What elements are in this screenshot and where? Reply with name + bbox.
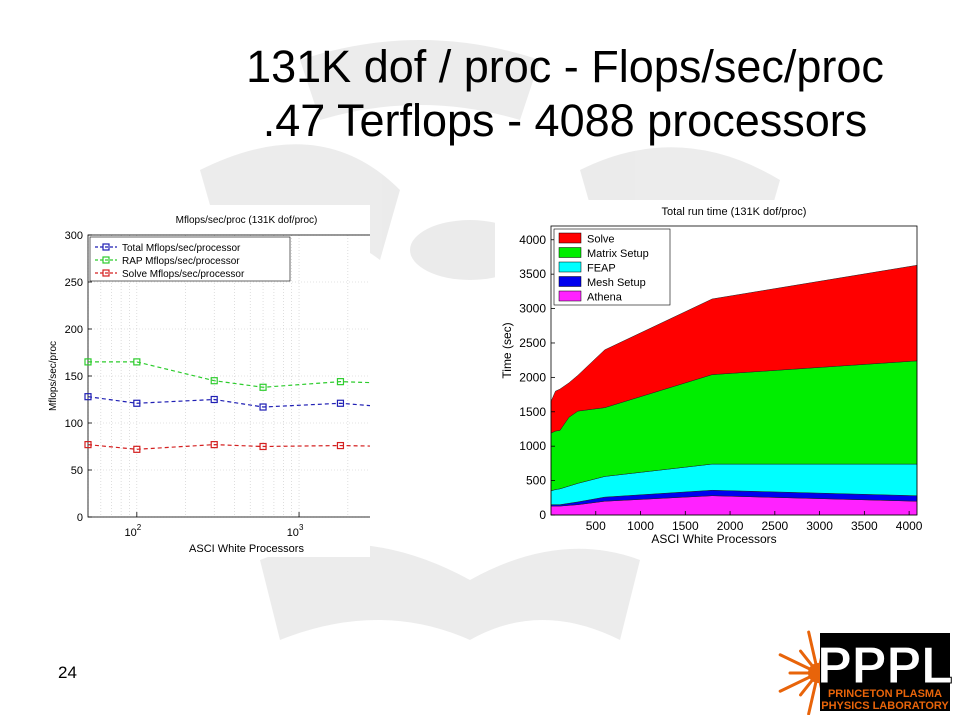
chart2-xtick-label: 500 — [586, 519, 606, 533]
chart1-data-point — [84, 441, 92, 449]
chart2-legend-label: Solve — [587, 234, 615, 246]
chart1-legend-marker — [102, 256, 110, 264]
chart1-series-line — [87, 444, 370, 450]
chart2-ytick-label: 3500 — [519, 267, 546, 281]
chart1-data-point — [84, 393, 92, 401]
sunburst-ray — [799, 649, 814, 667]
chart1-legend-label: Total Mflops/sec/processor — [122, 243, 241, 254]
chart2-ytick-label: 2500 — [519, 336, 546, 350]
slide-number: 24 — [58, 663, 77, 682]
chart1-data-point — [336, 378, 345, 386]
chart2-legend-label: Matrix Setup — [587, 248, 649, 260]
chart1-ytick-label: 150 — [65, 371, 83, 383]
chart2-ytick-label: 1500 — [519, 405, 546, 419]
chart1-data-point — [336, 441, 345, 450]
chart1-ytick-label: 250 — [65, 277, 83, 289]
chart2-xtick-label: 1500 — [672, 519, 699, 533]
chart2-legend-swatch — [558, 232, 582, 244]
chart1-data-point — [84, 358, 92, 366]
chart1-legend-label: Solve Mflops/sec/processor — [122, 269, 245, 280]
logo-name-line-1: PRINCETON PLASMA — [828, 688, 942, 700]
runtime-area-chart: Total run time (131K dof/proc) 0 500 1000 15… — [495, 200, 925, 548]
chart2-legend-swatch — [558, 276, 582, 287]
sunburst-ray — [778, 675, 811, 693]
chart1-data-point — [133, 399, 141, 407]
chart1-ytick-label: 300 — [65, 230, 83, 242]
title-line-2: .47 Terflops - 4088 processors — [262, 95, 868, 146]
chart2-legend-swatch — [558, 261, 582, 273]
chart1-data-point — [336, 399, 345, 407]
chart1-data-point — [259, 403, 267, 411]
title-line-1: 131K dof / proc - Flops/sec/proc — [246, 41, 884, 92]
chart2-legend-swatch — [558, 290, 582, 302]
slide-title: 131K dof / proc - Flops/sec/proc .47 Ter… — [170, 40, 960, 148]
chart1-xtick-label: 102 — [124, 523, 141, 539]
chart1-data-point — [210, 441, 218, 449]
chart1-data-point — [259, 383, 267, 391]
chart2-title: Total run time (131K dof/proc) — [662, 206, 807, 218]
chart1-legend-marker — [102, 243, 110, 251]
pppl-logo: PPPL PRINCETON PLASMA PHYSICS LABORATORY — [778, 630, 953, 715]
chart1-legend-label: RAP Mflops/sec/processor — [122, 256, 240, 267]
sunburst-ray — [807, 630, 818, 665]
chart1-ylabel: Mflops/sec/proc — [48, 341, 59, 411]
sunburst-ray — [807, 681, 818, 715]
chart2-legend-label: FEAP — [587, 263, 616, 275]
chart2-ytick-label: 1000 — [519, 439, 546, 453]
logo-name-line-2: PHYSICS LABORATORY — [821, 700, 949, 712]
chart2-legend-label: Athena — [587, 292, 623, 304]
chart1-title: Mflops/sec/proc (131K dof/proc) — [176, 215, 318, 226]
sunburst-ray — [799, 679, 814, 697]
logo-backdrop — [820, 633, 950, 711]
chart1-data-point — [133, 445, 141, 453]
chart2-ytick-label: 2000 — [519, 370, 546, 384]
chart2-xtick-label: 1000 — [627, 519, 654, 533]
chart2-legend-swatch — [558, 247, 582, 258]
chart1-data-point — [259, 442, 267, 451]
chart1-xlabel: ASCI White Processors — [189, 543, 304, 555]
chart1-ytick-label: 200 — [65, 324, 83, 336]
chart2-legend-label: Mesh Setup — [587, 277, 646, 289]
chart1-legend-marker — [102, 269, 110, 277]
chart2-xtick-label: 2000 — [717, 519, 744, 533]
chart1-legend — [89, 236, 291, 282]
chart1-data-point — [210, 395, 218, 404]
chart2-plot-frame — [550, 225, 918, 516]
chart1-ytick-label: 0 — [77, 512, 83, 524]
chart2-xlabel: ASCI White Processors — [651, 532, 776, 546]
chart2-ytick-label: 4000 — [519, 233, 546, 247]
chart2-xtick-label: 3000 — [806, 519, 833, 533]
chart2-ytick-label: 0 — [539, 508, 546, 522]
logo-acronym: PPPL — [817, 637, 953, 695]
chart1-ytick-label: 50 — [71, 465, 83, 477]
chart1-data-point — [210, 377, 218, 385]
chart2-xtick-label: 2500 — [761, 519, 788, 533]
chart2-ylabel: Time (sec) — [500, 322, 514, 378]
chart2-ytick-label: 500 — [526, 474, 546, 488]
chart2-xtick-label: 4000 — [896, 519, 923, 533]
chart1-ytick-label: 100 — [65, 418, 83, 430]
chart2-ytick-label: 3000 — [519, 302, 546, 316]
chart1-xtick-label: 103 — [287, 523, 304, 539]
chart1-data-point — [133, 358, 141, 366]
mflops-line-chart: Mflops/sec/proc (131K dof/proc) 0 50 100 150… — [40, 205, 370, 557]
chart2-xtick-label: 3500 — [851, 519, 878, 533]
sunburst-ray — [778, 653, 811, 671]
